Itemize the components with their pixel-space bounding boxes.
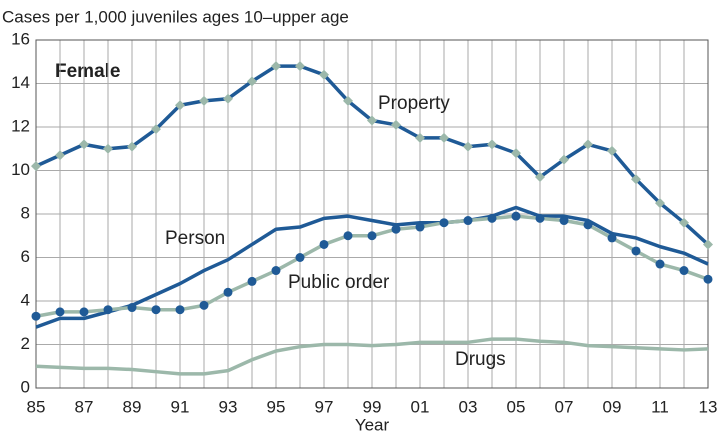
marker	[31, 311, 41, 321]
marker	[127, 303, 137, 313]
marker	[199, 95, 209, 106]
y-tick-label: 2	[21, 334, 30, 353]
marker	[295, 253, 305, 262]
y-tick-label: 6	[21, 247, 30, 266]
marker	[487, 139, 497, 150]
marker	[559, 216, 569, 226]
series-line	[35, 205, 709, 329]
marker	[511, 211, 521, 221]
x-tick-label: 07	[555, 397, 574, 416]
x-tick-label: 97	[315, 397, 334, 416]
y-axis-title: Cases per 1,000 juveniles ages 10–upper …	[2, 7, 349, 26]
marker	[247, 276, 257, 286]
marker	[463, 216, 473, 226]
marker	[223, 287, 233, 297]
series-label: Property	[378, 93, 450, 114]
marker	[391, 119, 401, 130]
y-tick-label: 0	[21, 377, 30, 396]
marker	[439, 218, 449, 228]
marker	[391, 224, 401, 234]
x-tick-label: 89	[123, 397, 142, 416]
marker	[703, 239, 713, 250]
marker	[487, 213, 497, 223]
marker	[511, 148, 521, 159]
y-tick-label: 4	[21, 290, 30, 309]
series-line	[35, 337, 709, 376]
marker	[535, 213, 545, 223]
marker	[103, 143, 113, 154]
marker	[703, 274, 713, 284]
marker	[463, 141, 473, 152]
marker	[151, 305, 161, 315]
y-tick-label: 12	[11, 116, 30, 135]
marker	[295, 61, 305, 72]
marker	[655, 259, 665, 269]
x-tick-label: 13	[699, 397, 718, 416]
marker	[223, 93, 233, 104]
panel-title: Female	[55, 61, 120, 82]
marker	[343, 231, 353, 241]
x-axis-title: Year	[355, 415, 390, 434]
marker	[319, 239, 329, 249]
x-tick-label: 11	[651, 397, 669, 416]
x-tick-label: 93	[219, 397, 238, 416]
marker	[367, 231, 377, 241]
marker	[247, 76, 257, 87]
x-tick-label: 05	[507, 397, 526, 416]
marker	[679, 266, 689, 276]
marker	[367, 115, 377, 126]
marker	[343, 95, 353, 106]
marker	[559, 154, 569, 165]
marker	[151, 124, 161, 135]
marker	[199, 300, 209, 310]
marker	[415, 132, 425, 143]
x-tick-label: 09	[603, 397, 622, 416]
x-tick-label: 85	[27, 397, 46, 416]
marker	[31, 161, 41, 172]
marker	[55, 150, 65, 161]
x-tick-label: 03	[459, 397, 478, 416]
marker	[175, 305, 185, 315]
y-tick-label: 10	[11, 160, 30, 179]
series-label: Drugs	[455, 349, 506, 370]
marker	[535, 172, 545, 183]
marker	[127, 141, 137, 152]
marker	[79, 139, 89, 150]
marker	[271, 61, 281, 72]
marker	[583, 139, 593, 150]
marker	[103, 305, 113, 315]
marker	[631, 174, 641, 185]
x-tick-label: 99	[363, 397, 382, 416]
x-tick-label: 95	[267, 397, 286, 416]
marker	[55, 307, 65, 317]
x-tick-label: 01	[411, 397, 430, 416]
marker	[655, 198, 665, 209]
y-tick-label: 8	[21, 203, 30, 222]
marker	[607, 145, 617, 156]
marker	[79, 307, 89, 317]
marker	[439, 132, 449, 143]
series-label: Public order	[288, 272, 390, 293]
marker	[679, 217, 689, 228]
marker	[175, 100, 185, 111]
marker	[607, 233, 617, 243]
series-label: Person	[165, 228, 225, 249]
marker	[271, 266, 281, 276]
marker	[583, 220, 593, 230]
marker	[631, 246, 641, 256]
y-tick-label: 16	[11, 29, 30, 48]
y-tick-label: 14	[11, 73, 30, 92]
marker	[415, 222, 425, 232]
plot-frame	[35, 39, 709, 389]
x-tick-label: 91	[171, 397, 190, 416]
marker	[319, 69, 329, 80]
x-tick-label: 87	[75, 397, 94, 416]
